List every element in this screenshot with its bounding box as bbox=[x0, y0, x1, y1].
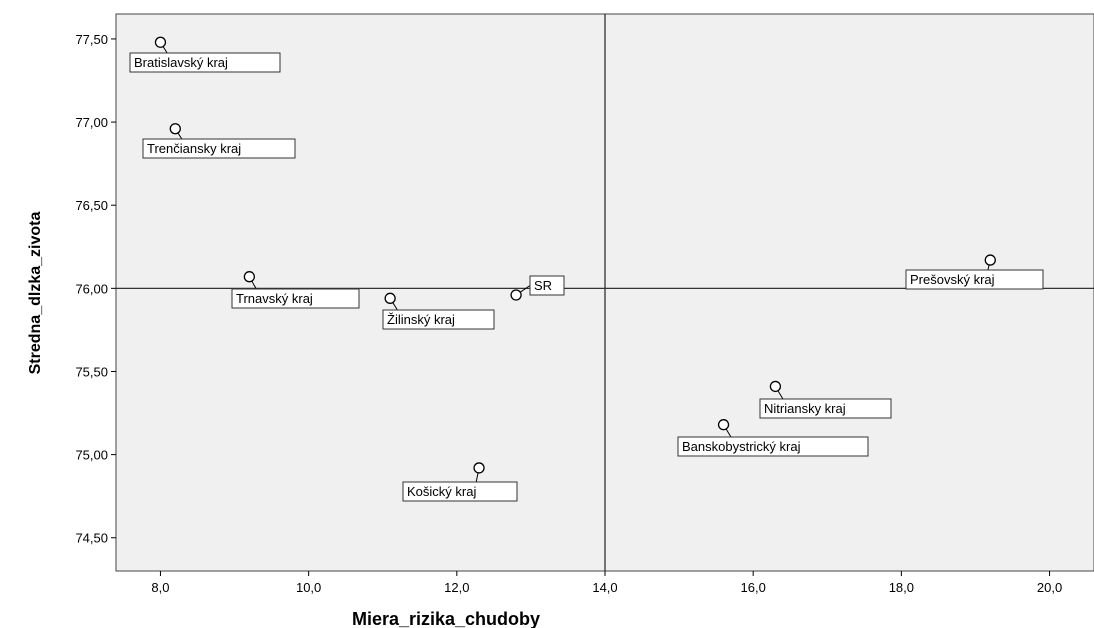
y-tick-label: 77,50 bbox=[75, 32, 108, 47]
point-label: Košický kraj bbox=[407, 484, 476, 499]
point-label: Trenčiansky kraj bbox=[147, 141, 241, 156]
y-tick-label: 75,00 bbox=[75, 448, 108, 463]
x-tick-label: 20,0 bbox=[1037, 580, 1062, 595]
point-label-box bbox=[142, 138, 296, 159]
point-label-box bbox=[677, 436, 869, 457]
point-leader-line bbox=[987, 264, 990, 271]
x-tick-label: 18,0 bbox=[889, 580, 914, 595]
data-point bbox=[384, 292, 396, 304]
point-label-box bbox=[129, 52, 281, 73]
point-label-box bbox=[759, 398, 892, 419]
point-label: SR bbox=[534, 278, 552, 293]
x-tick-label: 16,0 bbox=[741, 580, 766, 595]
data-point bbox=[243, 271, 256, 283]
data-point bbox=[154, 36, 167, 48]
x-tick-label: 10,0 bbox=[296, 580, 321, 595]
x-tick-label: 14,0 bbox=[592, 580, 617, 595]
y-tick-label: 75,50 bbox=[75, 364, 108, 379]
point-label-box bbox=[402, 481, 518, 502]
point-leader-line bbox=[519, 285, 531, 293]
data-point bbox=[717, 419, 730, 431]
point-label: Bratislavský kraj bbox=[134, 55, 228, 70]
point-leader-line bbox=[251, 280, 257, 290]
point-label-box bbox=[382, 309, 495, 330]
y-axis-title: Stredna_dlzka_zivota bbox=[27, 212, 44, 375]
x-tick-label: 8,0 bbox=[151, 580, 169, 595]
point-label: Trnavský kraj bbox=[236, 291, 313, 306]
x-axis-title: Miera_rizika_chudoby bbox=[352, 609, 540, 628]
point-leader-line bbox=[777, 390, 784, 400]
y-tick-label: 74,50 bbox=[75, 531, 108, 546]
point-label-box bbox=[231, 288, 360, 309]
point-label-box bbox=[905, 269, 1044, 290]
point-label: Nitriansky kraj bbox=[764, 401, 846, 416]
x-tick-label: 12,0 bbox=[444, 580, 469, 595]
y-tick-label: 77,00 bbox=[75, 115, 108, 130]
y-tick-label: 76,00 bbox=[75, 281, 108, 296]
point-label: Prešovský kraj bbox=[910, 272, 995, 287]
point-leader-line bbox=[475, 472, 479, 483]
data-point bbox=[984, 254, 996, 266]
point-label: Banskobystrický kraj bbox=[682, 439, 801, 454]
point-leader-line bbox=[725, 428, 732, 438]
y-tick-label: 76,50 bbox=[75, 198, 108, 213]
data-point bbox=[769, 380, 782, 393]
point-leader-line bbox=[162, 46, 168, 54]
point-label: Žilinský kraj bbox=[387, 312, 455, 327]
point-label-box bbox=[529, 275, 565, 296]
data-point bbox=[510, 289, 522, 301]
data-point bbox=[169, 123, 181, 135]
point-leader-line bbox=[392, 302, 398, 311]
data-point bbox=[473, 462, 485, 474]
point-leader-line bbox=[177, 132, 183, 140]
